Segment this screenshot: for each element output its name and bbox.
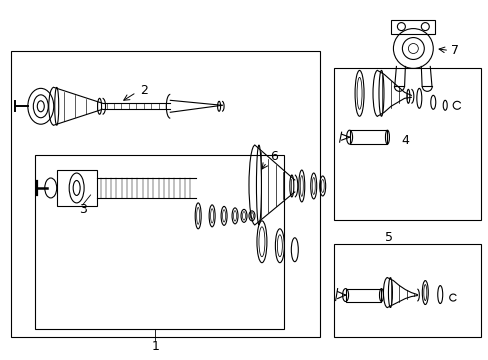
Ellipse shape [33, 95, 48, 118]
Bar [349, 130, 386, 144]
Ellipse shape [28, 88, 54, 124]
Bar [333, 68, 480, 220]
Text: 5: 5 [385, 231, 393, 244]
Ellipse shape [37, 101, 44, 112]
Bar [35, 155, 283, 329]
Text: 3: 3 [79, 203, 86, 216]
Text: 7: 7 [450, 44, 458, 57]
Text: 1: 1 [151, 340, 159, 353]
Bar [11, 50, 319, 337]
Bar [345, 289, 381, 302]
Text: 2: 2 [140, 84, 148, 97]
Bar [333, 244, 480, 337]
Bar [390, 20, 434, 33]
Text: 4: 4 [401, 134, 408, 147]
Bar [57, 170, 96, 206]
Text: 6: 6 [269, 150, 277, 163]
